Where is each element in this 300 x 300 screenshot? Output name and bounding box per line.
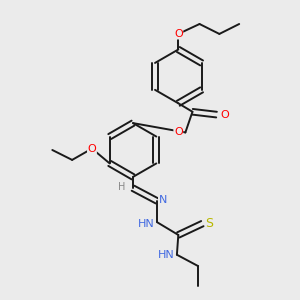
Text: O: O: [174, 29, 183, 39]
Text: O: O: [174, 128, 183, 137]
Text: HN: HN: [158, 250, 175, 260]
Text: O: O: [88, 144, 96, 154]
Text: S: S: [206, 217, 214, 230]
Text: H: H: [118, 182, 125, 192]
Text: O: O: [220, 110, 229, 120]
Text: HN: HN: [138, 219, 155, 229]
Text: N: N: [159, 194, 167, 205]
